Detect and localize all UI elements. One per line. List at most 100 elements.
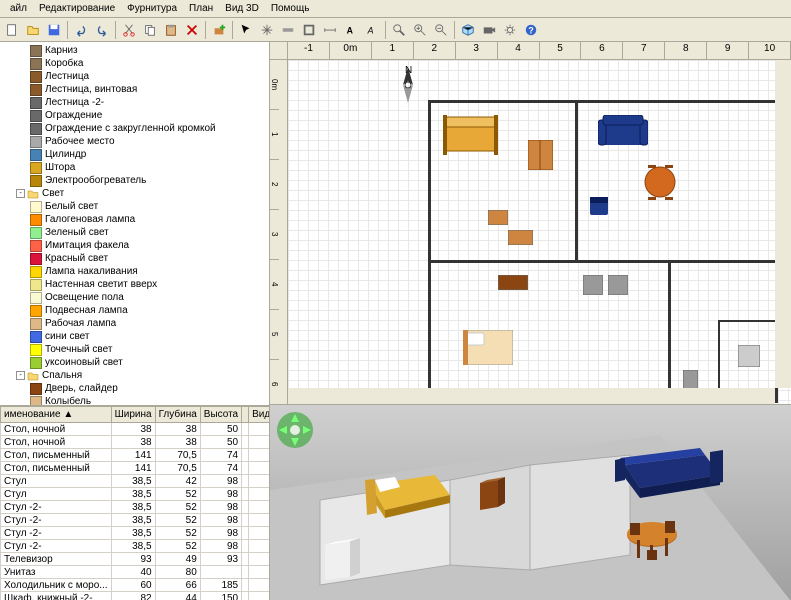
menu-айл[interactable]: айл bbox=[4, 1, 33, 16]
tree-item[interactable]: уксоиновый свет bbox=[0, 356, 269, 369]
tree-item[interactable]: Лестница -2- bbox=[0, 96, 269, 109]
tree-item[interactable]: Коробка bbox=[0, 57, 269, 70]
tree-item[interactable]: Красный свет bbox=[0, 252, 269, 265]
tree-item[interactable]: Электрообогреватель bbox=[0, 174, 269, 187]
tree-item[interactable]: Белый свет bbox=[0, 200, 269, 213]
tree-item[interactable]: -Спальня bbox=[0, 369, 269, 382]
new-icon[interactable] bbox=[2, 20, 22, 40]
tree-item[interactable]: Карниз bbox=[0, 44, 269, 57]
table-header[interactable] bbox=[242, 407, 249, 423]
room-icon[interactable] bbox=[299, 20, 319, 40]
redo-icon[interactable] bbox=[92, 20, 112, 40]
furniture-table[interactable]: именование ▲ШиринаГлубинаВысота Видимость… bbox=[0, 406, 269, 600]
delete-icon[interactable] bbox=[182, 20, 202, 40]
tree-item[interactable]: Лестница bbox=[0, 70, 269, 83]
wall[interactable] bbox=[718, 320, 778, 322]
zoom-out-icon[interactable] bbox=[431, 20, 451, 40]
3d-appl3d[interactable] bbox=[325, 535, 360, 580]
camera-icon[interactable] bbox=[479, 20, 499, 40]
pan-icon[interactable] bbox=[257, 20, 277, 40]
text-icon[interactable]: A bbox=[341, 20, 361, 40]
furniture-box[interactable] bbox=[608, 275, 628, 295]
help-icon[interactable]: ? bbox=[521, 20, 541, 40]
menu-Фурнитура[interactable]: Фурнитура bbox=[121, 1, 183, 16]
3d-view[interactable] bbox=[270, 405, 791, 600]
table-row[interactable]: Телевизор934993✓ bbox=[1, 553, 270, 566]
tree-item[interactable]: Штора bbox=[0, 161, 269, 174]
furniture-bed[interactable] bbox=[463, 330, 513, 365]
wall-icon[interactable] bbox=[278, 20, 298, 40]
select-icon[interactable] bbox=[236, 20, 256, 40]
table-row[interactable]: Стол, письменный14170,574✓ bbox=[1, 462, 270, 475]
tree-item[interactable]: Настенная светит вверх bbox=[0, 278, 269, 291]
3d-sofa3d[interactable] bbox=[615, 440, 725, 500]
menu-Вид 3D[interactable]: Вид 3D bbox=[219, 1, 265, 16]
table-row[interactable]: Стул -2-38,55298✓ bbox=[1, 501, 270, 514]
furniture-small[interactable] bbox=[508, 230, 533, 245]
tree-item[interactable]: Рабочая лампа bbox=[0, 317, 269, 330]
plan-view[interactable]: -10m12345678910 0m123456 N bbox=[270, 42, 791, 405]
tree-item[interactable]: Точечный свет bbox=[0, 343, 269, 356]
table-header[interactable]: Высота bbox=[200, 407, 241, 423]
furniture-box[interactable] bbox=[738, 345, 760, 367]
table-row[interactable]: Стол, ночной383850✓ bbox=[1, 436, 270, 449]
furniture-sofa[interactable] bbox=[598, 115, 648, 150]
tree-item[interactable]: сини свет bbox=[0, 330, 269, 343]
table-header[interactable]: Ширина bbox=[111, 407, 155, 423]
settings-icon[interactable] bbox=[500, 20, 520, 40]
undo-icon[interactable] bbox=[71, 20, 91, 40]
tree-item[interactable]: -Свет bbox=[0, 187, 269, 200]
scrollbar-vertical[interactable] bbox=[775, 60, 791, 388]
table-row[interactable]: Стул -2-38,55298✓ bbox=[1, 527, 270, 540]
wall[interactable] bbox=[428, 260, 778, 263]
cut-icon[interactable] bbox=[119, 20, 139, 40]
tree-item[interactable]: Лестница, винтовая bbox=[0, 83, 269, 96]
text2-icon[interactable]: A bbox=[362, 20, 382, 40]
tree-item[interactable]: Зеленый свет bbox=[0, 226, 269, 239]
scrollbar-horizontal[interactable] bbox=[288, 388, 775, 404]
tree-item[interactable]: Лампа накаливания bbox=[0, 265, 269, 278]
save-icon[interactable] bbox=[44, 20, 64, 40]
3d-cab3d[interactable] bbox=[480, 475, 505, 510]
tree-item[interactable]: Ограждение bbox=[0, 109, 269, 122]
table-row[interactable]: Стул -2-38,55298✓ bbox=[1, 540, 270, 553]
tree-item[interactable]: Имитация факела bbox=[0, 239, 269, 252]
menu-Помощь[interactable]: Помощь bbox=[265, 1, 316, 16]
wall[interactable] bbox=[668, 260, 671, 400]
furniture-small[interactable] bbox=[488, 210, 508, 225]
furniture-chair[interactable] bbox=[588, 195, 610, 217]
wall[interactable] bbox=[575, 100, 578, 260]
copy-icon[interactable] bbox=[140, 20, 160, 40]
table-header[interactable]: именование ▲ bbox=[1, 407, 112, 423]
tree-item[interactable]: Освещение пола bbox=[0, 291, 269, 304]
furniture-box[interactable] bbox=[583, 275, 603, 295]
menu-Редактирование[interactable]: Редактирование bbox=[33, 1, 121, 16]
table-row[interactable]: Стол, письменный14170,574✓ bbox=[1, 449, 270, 462]
tree-item[interactable]: Подвесная лампа bbox=[0, 304, 269, 317]
table-row[interactable]: Стол, ночной383850✓ bbox=[1, 423, 270, 436]
open-icon[interactable] bbox=[23, 20, 43, 40]
tree-item[interactable]: Цилиндр bbox=[0, 148, 269, 161]
table-row[interactable]: Стул -2-38,55298✓ bbox=[1, 514, 270, 527]
table-row[interactable]: Стул38,54298✓ bbox=[1, 475, 270, 488]
wall[interactable] bbox=[428, 100, 778, 103]
furniture-small[interactable] bbox=[498, 275, 528, 290]
furniture-tree[interactable]: КарнизКоробкаЛестницаЛестница, винтоваяЛ… bbox=[0, 42, 269, 405]
furniture-bunk[interactable] bbox=[443, 115, 498, 155]
tree-item[interactable]: Ограждение с закругленной кромкой bbox=[0, 122, 269, 135]
menu-План[interactable]: План bbox=[183, 1, 219, 16]
tree-item[interactable]: Дверь, слайдер bbox=[0, 382, 269, 395]
3d-bed3d[interactable] bbox=[365, 465, 455, 520]
zoom-icon[interactable] bbox=[389, 20, 409, 40]
tree-item[interactable]: Колыбель bbox=[0, 395, 269, 405]
table-row[interactable]: Шкаф, книжный -2-8244150✓ bbox=[1, 592, 270, 600]
furniture-table-round[interactable] bbox=[643, 165, 678, 200]
table-row[interactable]: Унитаз4080✓ bbox=[1, 566, 270, 579]
table-header[interactable]: Глубина bbox=[155, 407, 200, 423]
add-furniture-icon[interactable] bbox=[209, 20, 229, 40]
view3d-icon[interactable] bbox=[458, 20, 478, 40]
plan-canvas[interactable]: N bbox=[288, 60, 791, 404]
3d-table3d[interactable] bbox=[625, 520, 680, 560]
table-header[interactable]: Видимость bbox=[249, 407, 269, 423]
tree-item[interactable]: Галогеновая лампа bbox=[0, 213, 269, 226]
